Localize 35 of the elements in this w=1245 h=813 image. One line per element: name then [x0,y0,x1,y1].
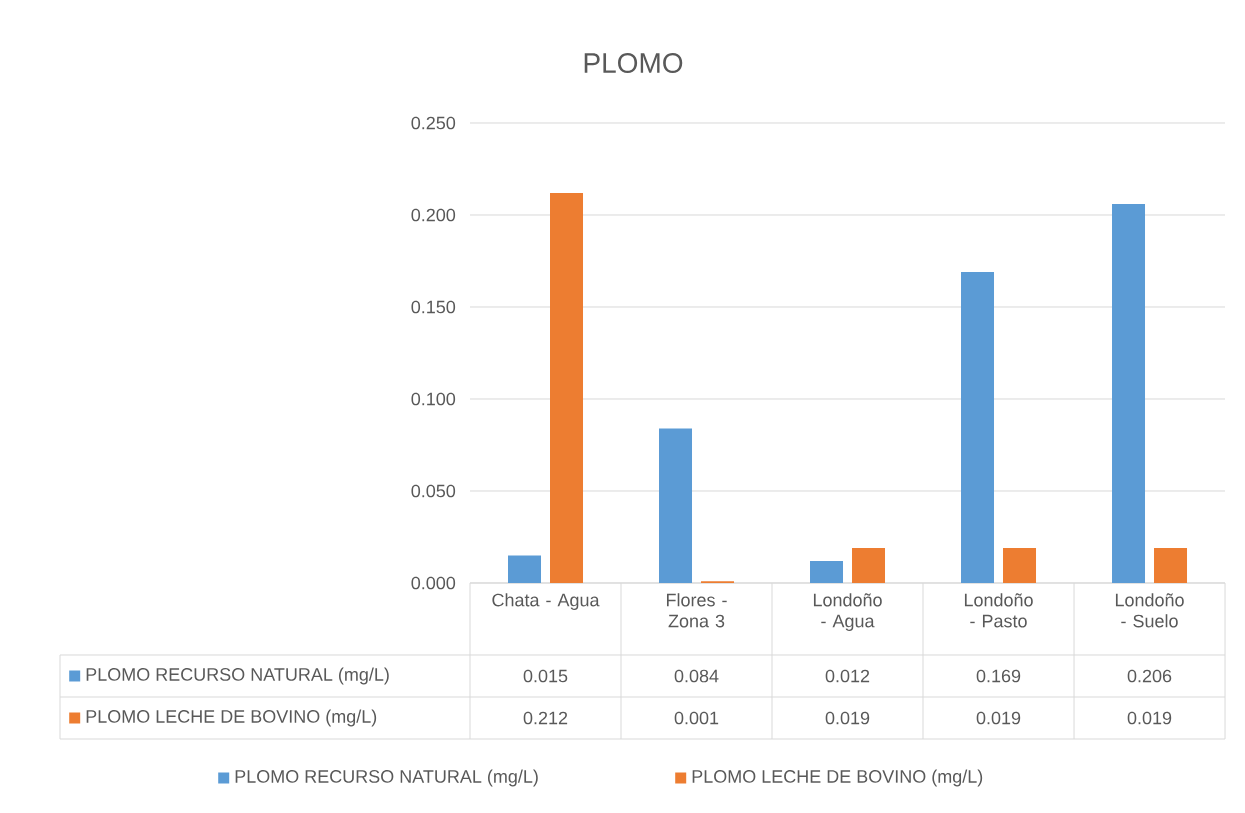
data-label: 0.015 [523,669,568,683]
legend-label: PLOMO RECURSO NATURAL (mg/L) [86,667,389,685]
bar [961,272,995,583]
data-label: 0.019 [1127,711,1172,725]
bar [659,428,693,583]
legend-label: PLOMO LECHE DE BOVINO (mg/L) [692,769,983,787]
data-label: 0.169 [976,669,1021,683]
x-tick-label: Londoño - Pasto [964,593,1033,628]
y-tick-label: 0.100 [411,392,456,406]
bar [550,192,584,583]
data-label: 0.084 [674,669,719,683]
data-label: 0.206 [1127,669,1172,683]
text: PLOMO LECHE DE BOVINO (mg/L) [86,709,377,727]
y-tick-label: 0.150 [411,300,456,314]
bar [852,548,886,583]
bar [810,560,844,583]
bar [508,555,541,583]
x-tick-label: Flores - Zona 3 [666,593,727,628]
data-label: 0.012 [825,669,870,683]
y-tick-label: 0.000 [411,576,456,590]
y-tick-label: 0.200 [411,208,456,222]
y-tick-label: 0.250 [411,116,456,130]
y-tick-label: 0.050 [411,484,456,498]
bar [1112,203,1146,583]
bar [1003,548,1037,583]
data-label: 0.001 [674,711,719,725]
x-tick-label: Londoño - Suelo [1115,593,1184,628]
data-label: 0.019 [825,711,870,725]
bar [1154,548,1188,583]
x-tick-label: Londoño - Agua [813,593,882,631]
chart-title: PLOMO [584,53,683,73]
x-tick-label: Chata - Agua [492,593,600,610]
data-label: 0.019 [976,711,1021,725]
data-label: 0.212 [523,711,568,725]
text: PLOMO RECURSO NATURAL (mg/L) [235,769,538,787]
